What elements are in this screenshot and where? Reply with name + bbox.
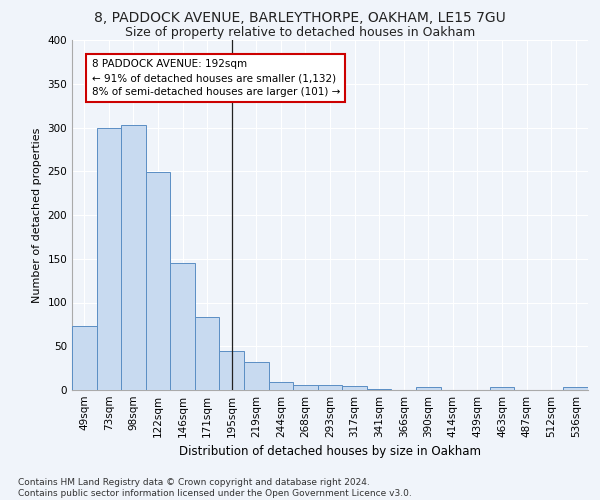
X-axis label: Distribution of detached houses by size in Oakham: Distribution of detached houses by size … bbox=[179, 446, 481, 458]
Bar bbox=[342, 386, 367, 390]
Bar bbox=[293, 385, 318, 390]
Bar bbox=[269, 382, 293, 390]
Bar bbox=[121, 125, 146, 390]
Bar bbox=[97, 128, 121, 390]
Bar bbox=[563, 388, 588, 390]
Bar bbox=[195, 318, 220, 390]
Bar bbox=[367, 389, 391, 390]
Text: 8 PADDOCK AVENUE: 192sqm
← 91% of detached houses are smaller (1,132)
8% of semi: 8 PADDOCK AVENUE: 192sqm ← 91% of detach… bbox=[92, 60, 340, 98]
Bar bbox=[170, 263, 195, 390]
Bar bbox=[416, 386, 440, 390]
Bar bbox=[146, 172, 170, 390]
Bar bbox=[220, 350, 244, 390]
Text: 8, PADDOCK AVENUE, BARLEYTHORPE, OAKHAM, LE15 7GU: 8, PADDOCK AVENUE, BARLEYTHORPE, OAKHAM,… bbox=[94, 12, 506, 26]
Bar bbox=[72, 326, 97, 390]
Bar bbox=[318, 385, 342, 390]
Text: Contains HM Land Registry data © Crown copyright and database right 2024.
Contai: Contains HM Land Registry data © Crown c… bbox=[18, 478, 412, 498]
Bar bbox=[244, 362, 269, 390]
Text: Size of property relative to detached houses in Oakham: Size of property relative to detached ho… bbox=[125, 26, 475, 39]
Y-axis label: Number of detached properties: Number of detached properties bbox=[32, 128, 42, 302]
Bar bbox=[490, 388, 514, 390]
